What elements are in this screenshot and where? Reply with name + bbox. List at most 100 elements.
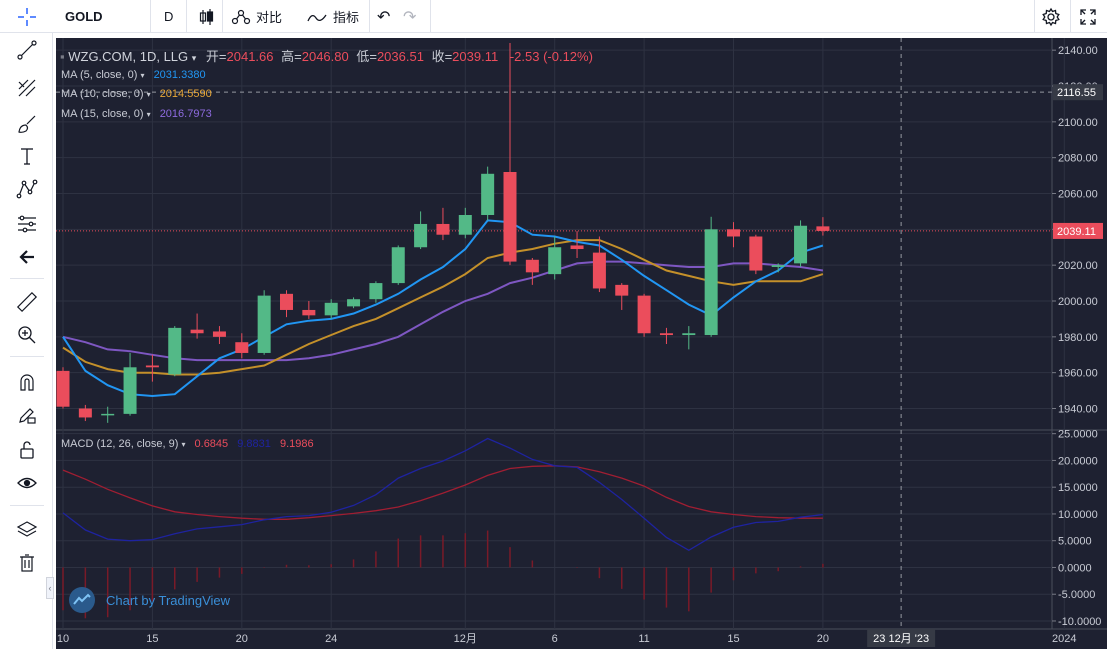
text-icon	[21, 148, 33, 165]
hide-drawings-button[interactable]	[12, 470, 42, 496]
candle-body	[704, 229, 718, 336]
legend-menu-dots[interactable]: ▪	[60, 49, 65, 64]
candle-body	[794, 225, 808, 264]
ma15-label: MA (15, close, 0)	[61, 108, 144, 120]
ruler-button[interactable]	[12, 289, 42, 315]
price-tick-label: 2020.00	[1058, 260, 1098, 272]
candle-body	[235, 342, 249, 353]
pitchfork-icon	[18, 79, 36, 97]
chart-type-button[interactable]	[196, 0, 216, 33]
chevron-down-icon: ▾	[146, 110, 151, 119]
crosshair-cursor-button[interactable]	[0, 0, 53, 33]
trend-line-button[interactable]	[12, 37, 42, 63]
ma5-line	[62, 219, 824, 398]
ma10-line	[62, 239, 824, 376]
high-value: 2046.80	[301, 49, 349, 64]
macd-tick-label: 15.0000	[1058, 482, 1098, 494]
ma5-label: MA (5, close, 0)	[61, 69, 138, 81]
pattern-icon	[16, 179, 38, 199]
ma10-label: MA (10, close, 0)	[61, 88, 144, 100]
candle-body	[771, 265, 785, 267]
macd-label: MACD (12, 26, close, 9)	[61, 438, 179, 450]
time-tick-label: 15	[727, 633, 739, 645]
chevron-left-icon: ‹	[48, 583, 52, 593]
macd-hist-value: 0.6845	[194, 438, 229, 450]
prediction-tool-button[interactable]	[12, 211, 42, 237]
price-axis-bg	[1052, 38, 1107, 649]
toolbar-collapse-button[interactable]: ‹	[46, 577, 54, 599]
object-tree-button[interactable]	[12, 517, 42, 543]
chevron-down-icon: ▾	[140, 71, 145, 80]
open-label: 开=	[205, 49, 227, 64]
time-tick-label: 10	[57, 633, 69, 645]
undo-button[interactable]: ↶	[377, 0, 390, 33]
candle-body	[727, 229, 740, 237]
time-tick-label: 20	[817, 633, 829, 645]
delete-drawings-button[interactable]	[12, 550, 42, 576]
fullscreen-button[interactable]	[1078, 0, 1098, 33]
compare-button[interactable]: 对比	[230, 0, 282, 33]
indicators-button[interactable]: 指标	[306, 0, 359, 33]
main-legend: ▪ WZG.COM, 1D, LLG ▾ 开=2041.66 高=2046.80…	[60, 46, 593, 65]
candle-body	[503, 172, 517, 262]
remove-drawings-back-button[interactable]	[12, 244, 42, 270]
macd-tick-label: -5.0000	[1058, 589, 1095, 601]
magnet-button[interactable]	[12, 369, 42, 395]
chevron-down-icon[interactable]: ▾	[191, 53, 197, 63]
chart-canvas: 2140.002120.002100.002080.002060.002040.…	[56, 38, 1107, 649]
crosshair-price-label: 2116.55	[1057, 87, 1096, 99]
tradingview-watermark[interactable]: Chart by TradingView	[68, 586, 230, 614]
symbol-search[interactable]: GOLD	[65, 9, 103, 24]
zoom-in-icon	[18, 326, 36, 344]
pitchfork-button[interactable]	[12, 75, 42, 101]
macd-signal-value: 9.1986	[279, 438, 314, 450]
candle-body	[324, 302, 338, 316]
interval-selector[interactable]: D	[164, 9, 174, 24]
price-tick-label: 2000.00	[1058, 296, 1098, 308]
time-tick-label: 24	[325, 633, 337, 645]
ma15-legend[interactable]: MA (15, close, 0) ▾ 2016.7973	[61, 108, 212, 120]
chart-area[interactable]: 2140.002120.002100.002080.002060.002040.…	[56, 38, 1107, 649]
candle-body	[123, 367, 137, 414]
macd-signal-line	[62, 465, 823, 520]
pencil-lock-icon	[19, 408, 36, 424]
text-tool-button[interactable]	[12, 143, 42, 169]
ma10-legend[interactable]: MA (10, close, 0) ▾ 2014.5590	[61, 88, 212, 100]
candlestick-icon	[199, 8, 214, 25]
candle-body	[570, 245, 584, 250]
close-label: 收=	[431, 49, 453, 64]
series-title[interactable]: WZG.COM, 1D, LLG	[68, 49, 189, 64]
low-value: 2036.51	[376, 49, 424, 64]
trash-icon	[20, 554, 34, 572]
settings-button[interactable]	[1041, 0, 1061, 33]
time-tick-label: 6	[552, 633, 558, 645]
candle-body	[659, 333, 673, 336]
low-label: 低=	[356, 49, 377, 64]
macd-legend[interactable]: MACD (12, 26, close, 9) ▾ 0.6845 9.8831 …	[61, 438, 314, 450]
change-value: -2.53 (-0.12%)	[509, 49, 593, 64]
redo-button[interactable]: ↷	[403, 0, 416, 33]
tradingview-logo-icon	[69, 587, 95, 613]
price-tick-label: 2060.00	[1058, 189, 1098, 201]
candle-body	[56, 370, 70, 407]
trend-line-icon	[17, 40, 37, 60]
candle-body	[615, 284, 629, 296]
macd-line	[62, 437, 823, 552]
macd-tick-label: 5.0000	[1058, 536, 1092, 548]
zoom-in-button[interactable]	[12, 322, 42, 348]
ma5-legend[interactable]: MA (5, close, 0) ▾ 2031.3380	[61, 69, 206, 81]
fib-icon	[18, 215, 36, 233]
time-tick-label: 15	[146, 633, 158, 645]
pattern-tool-button[interactable]	[12, 176, 42, 202]
lock-all-button[interactable]	[12, 437, 42, 463]
macd-tick-label: 0.0000	[1058, 562, 1092, 574]
macd-tick-label: -10.0000	[1058, 616, 1101, 628]
arrow-left-icon	[19, 250, 34, 264]
ma15-line	[62, 260, 824, 362]
brush-button[interactable]	[12, 111, 42, 137]
macd-tick-label: 20.0000	[1058, 455, 1098, 467]
ma5-value: 2031.3380	[153, 69, 206, 81]
lock-drawing-button[interactable]	[12, 402, 42, 428]
indicators-label: 指标	[333, 10, 360, 25]
compare-icon	[231, 9, 251, 24]
